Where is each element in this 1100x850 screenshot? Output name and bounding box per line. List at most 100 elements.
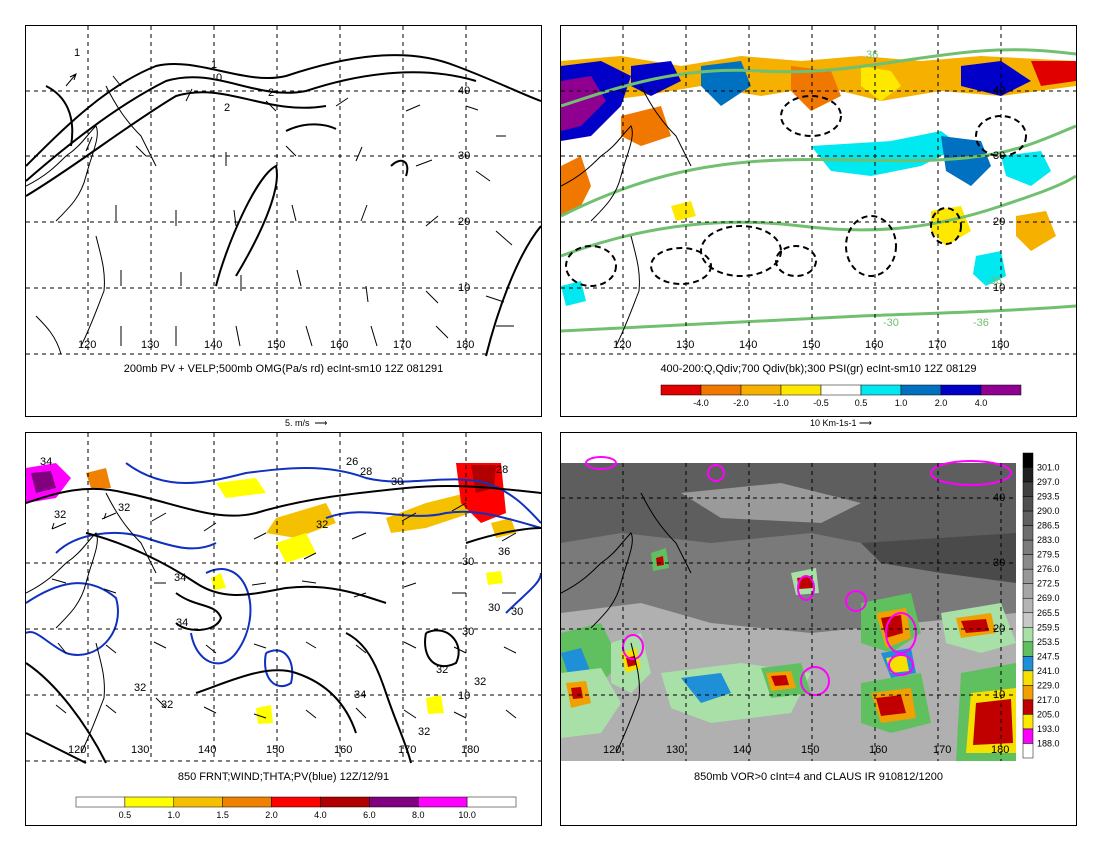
- lon-label: 160: [334, 744, 352, 756]
- lon-label: 130: [141, 339, 159, 351]
- colorbar-swatch: [1022, 481, 1034, 497]
- colorbar-label: 259.5: [1037, 622, 1060, 632]
- contour-label: 34: [176, 617, 188, 629]
- lon-labels: 120 130 140 150 160 170 180: [78, 339, 474, 351]
- colorbar-label: 1.0: [895, 398, 908, 408]
- contour-label: 30: [462, 556, 474, 568]
- panel-pv-velp: 120 130 140 150 160 170 180 40 30 20 10 …: [25, 25, 542, 417]
- colorbar-swatch: [173, 796, 223, 808]
- lat-label: 20: [993, 623, 1005, 635]
- lon-labels: 120 130 140 150 160 170 180: [68, 744, 479, 756]
- colorbar-swatch: [1022, 597, 1034, 614]
- colorbar-swatch: [1022, 452, 1034, 468]
- contour-labels: 36 -36 -30 -36: [866, 49, 1002, 329]
- lon-label: 180: [991, 339, 1009, 351]
- lon-label: 140: [733, 744, 751, 756]
- lon-label: 180: [461, 744, 479, 756]
- lat-label: 40: [458, 85, 470, 97]
- contour-label: 36: [498, 546, 510, 558]
- colorbar-swatch: [780, 384, 822, 396]
- colorbar-swatch: [1022, 496, 1034, 512]
- colorbar-label: 265.5: [1037, 608, 1060, 618]
- vector-scale-label: 5. m/s: [285, 418, 310, 428]
- contour-label: -30: [883, 317, 899, 329]
- colorbar-labels: 0.5 1.0 1.5 2.0 4.0 6.0 8.0 10.0: [119, 810, 476, 820]
- colorbar-swatch: [1022, 685, 1034, 701]
- contour-label: 28: [496, 464, 508, 476]
- contour-label: 32: [474, 676, 486, 688]
- wind-vectors: [65, 73, 514, 347]
- colorbar-label: 229.0: [1037, 680, 1060, 690]
- contour-label: 30: [391, 476, 403, 488]
- lon-labels: 120 130 140 150 160 170 180: [613, 339, 1009, 351]
- contour-label: 32: [316, 519, 328, 531]
- arrow-right-icon: ⟶: [312, 418, 328, 428]
- colorbar-swatch: [740, 384, 782, 396]
- colorbar-swatch: [1022, 525, 1034, 541]
- colorbar-swatch: [1022, 714, 1034, 730]
- colorbar-label: 2.0: [935, 398, 948, 408]
- contour-label: 2: [268, 87, 274, 99]
- lat-label: 20: [458, 216, 470, 228]
- colorbar-swatch: [1022, 568, 1034, 584]
- panel-q-qdiv: 120 130 140 150 160 170 180 40 30 20 10 …: [560, 25, 1077, 417]
- colorbar-swatches: [660, 384, 1022, 396]
- panel-caption: 400-200:Q,Qdiv;700 Qdiv(bk);300 PSI(gr) …: [660, 363, 977, 375]
- arrow-right-icon: ⟶: [859, 418, 872, 428]
- colorbar-swatch: [124, 796, 175, 808]
- lat-label: 10: [993, 282, 1005, 294]
- colorbar-swatch: [1022, 583, 1034, 599]
- contour-label: 0: [216, 72, 222, 84]
- lon-label: 120: [68, 744, 86, 756]
- contour-label: 26: [346, 456, 358, 468]
- colorbar-label: -4.0: [693, 398, 709, 408]
- lon-label: 130: [131, 744, 149, 756]
- colorbar-label: 193.0: [1037, 724, 1060, 734]
- lon-label: 150: [802, 339, 820, 351]
- colorbar-swatch: [860, 384, 902, 396]
- contour-label: 2: [224, 102, 230, 114]
- coastline: [561, 492, 692, 754]
- lat-label: 40: [993, 492, 1005, 504]
- colorbar-swatch: [820, 384, 862, 396]
- lon-label: 150: [801, 744, 819, 756]
- colorbar-swatch: [466, 796, 517, 808]
- panel-caption: 850 FRNT;WIND;THTA;PV(blue) 12Z/12/91: [177, 771, 390, 783]
- colorbar-frnt: 0.5 1.0 1.5 2.0 4.0 6.0 8.0 10.0: [75, 796, 517, 820]
- psi-contours: [561, 48, 1076, 333]
- theta-contours: [26, 484, 541, 764]
- contour-label: -36: [986, 275, 1002, 287]
- colorbar-swatch: [369, 796, 419, 808]
- contour-label: 28: [360, 466, 372, 478]
- lon-labels: 120 130 140 150 160 170 180: [603, 744, 1009, 756]
- contour-label: 30: [488, 602, 500, 614]
- vorticity-contours: [585, 456, 1012, 696]
- colorbar-swatch: [980, 384, 1022, 396]
- contour-label: -36: [973, 317, 989, 329]
- vector-scale: 10 Km-1s-1 ⟶: [810, 418, 872, 429]
- contour-label: 34: [40, 456, 52, 468]
- colorbar-swatch: [1022, 728, 1034, 744]
- colorbar-swatch: [271, 796, 321, 808]
- lon-label: 170: [393, 339, 411, 351]
- contour-label: 32: [54, 509, 66, 521]
- lat-labels: 10: [458, 690, 470, 702]
- colorbar-label: 269.0: [1037, 593, 1060, 603]
- colorbar-label: 279.5: [1037, 550, 1060, 560]
- colorbar-label: 272.5: [1037, 579, 1060, 589]
- qdiv-shading: [561, 56, 1076, 306]
- colorbar-label: 6.0: [363, 810, 376, 820]
- colorbar-label: 286.5: [1037, 521, 1060, 531]
- colorbar-label: 290.0: [1037, 506, 1060, 516]
- lon-label: 160: [869, 744, 887, 756]
- lat-label: 40: [993, 85, 1005, 97]
- colorbar-label: 301.0: [1037, 463, 1060, 473]
- coastline: [561, 85, 692, 347]
- lat-labels: 40 30 20 10: [458, 85, 470, 294]
- colorbar-swatch: [1022, 467, 1034, 483]
- contour-label: 34: [174, 572, 186, 584]
- map-q-qdiv: 120 130 140 150 160 170 180 40 30 20 10 …: [561, 26, 1076, 355]
- lat-label: 10: [993, 689, 1005, 701]
- lon-label: 180: [456, 339, 474, 351]
- lon-label: 120: [78, 339, 96, 351]
